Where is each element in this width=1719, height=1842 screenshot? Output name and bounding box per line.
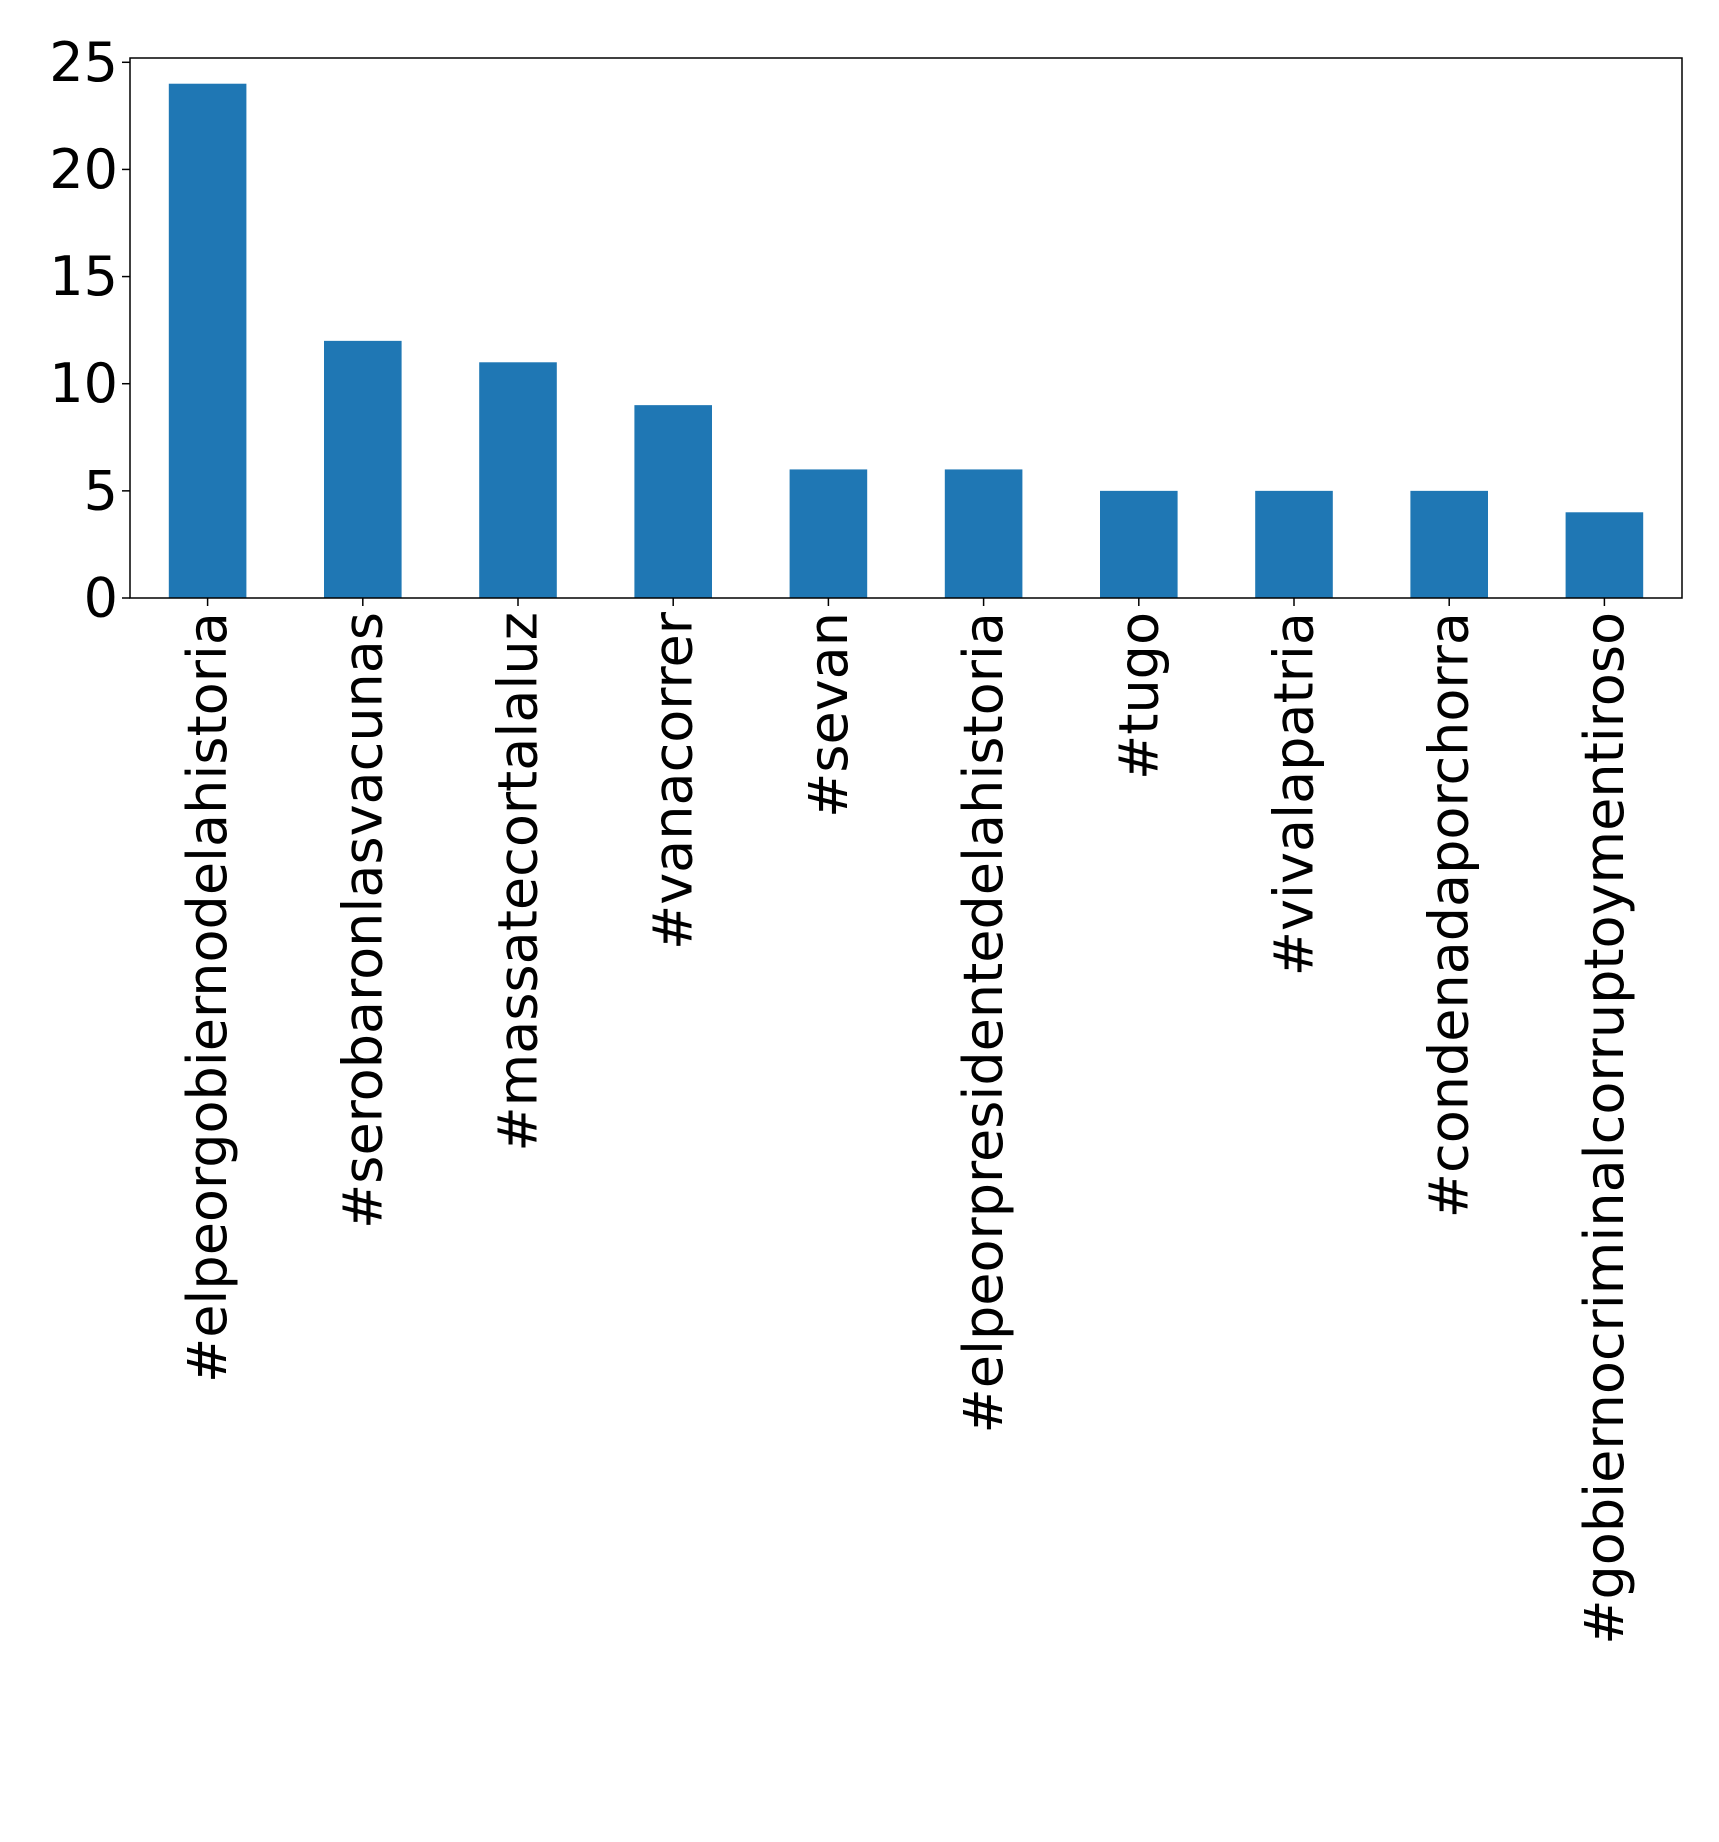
y-tick-label: 25: [49, 31, 118, 94]
x-tick-label: #vanacorrer: [642, 611, 705, 950]
bar-2: [324, 340, 402, 598]
x-tick-label: #serobaronlasvacunas: [331, 612, 394, 1229]
y-tick-label: 15: [49, 245, 118, 308]
x-tick-label: #gobiernocriminalcorruptoymentiroso: [1573, 612, 1636, 1645]
bar-1: [168, 83, 247, 598]
y-axis: 0 5 10 15 20 25: [49, 31, 130, 630]
y-tick-label: 10: [49, 352, 118, 415]
bar-10: [1565, 512, 1644, 598]
x-tick-label: #vivalapatria: [1263, 612, 1326, 976]
y-tick-label: 20: [49, 138, 118, 201]
bar-6: [944, 469, 1023, 598]
y-tick-label: 5: [84, 459, 118, 522]
bar-5: [789, 469, 868, 598]
x-tick-label: #elpeorgobiernodelahistoria: [176, 612, 239, 1383]
bar-7: [1100, 490, 1178, 598]
x-tick-label: #elpeorpresidentedelahistoria: [952, 612, 1015, 1433]
plot-frame: [129, 57, 1683, 599]
bar-3: [479, 362, 557, 598]
y-tick-label: 0: [84, 567, 118, 630]
bar-4: [634, 405, 712, 598]
bar-9: [1410, 490, 1488, 598]
x-tick-label: #massatecortalaluz: [487, 612, 550, 1152]
x-axis: #elpeorgobiernodelahistoria #serobaronlas…: [176, 598, 1636, 1645]
bars-group: [168, 83, 1644, 598]
bar-8: [1255, 490, 1333, 598]
x-tick-label: #sevan: [797, 612, 860, 818]
x-tick-label: #condenadaporchorra: [1418, 612, 1481, 1218]
x-tick-label: #tugo: [1107, 612, 1170, 780]
